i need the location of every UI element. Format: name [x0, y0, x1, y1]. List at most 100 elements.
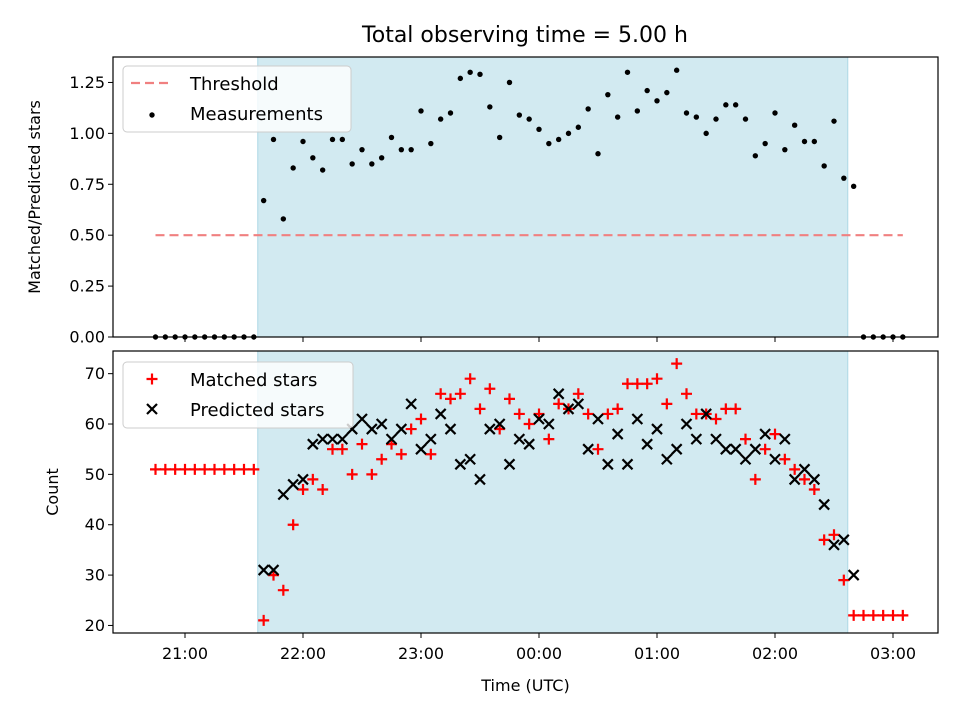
predicted-star-point: [700, 408, 712, 420]
predicted-star-point: [523, 438, 535, 450]
predicted-star-point: [425, 433, 437, 445]
measurement-point: [614, 114, 621, 120]
legend-measurements-label: Measurements: [190, 104, 323, 125]
matched-star-point: [877, 609, 889, 621]
matched-star-point: [228, 463, 240, 475]
measurement-point: [388, 134, 395, 141]
y-tick-label: 0.25: [69, 277, 105, 296]
predicted-star-point: [543, 418, 555, 430]
predicted-star-point: [257, 564, 270, 576]
measurement-point: [782, 146, 788, 153]
predicted-star-point: [808, 473, 821, 486]
matched-star-point: [356, 438, 368, 450]
predicted-star-point: [621, 458, 634, 471]
y-tick-label: 0.00: [69, 328, 105, 347]
measurement-point: [536, 126, 542, 132]
predicted-star-point: [828, 539, 840, 551]
y-axis-label-count: Count: [43, 468, 62, 516]
legend-matched-label: Matched stars: [190, 370, 317, 391]
predicted-star-point: [316, 433, 329, 445]
matched-star-point: [681, 388, 692, 400]
predicted-star-point: [749, 443, 762, 455]
x-tick-label: 21:00: [162, 644, 208, 663]
y-tick-label: 1.25: [69, 73, 105, 92]
matched-star-point: [238, 463, 250, 475]
measurement-point: [339, 136, 346, 143]
y-tick-label: 30: [85, 566, 105, 585]
measurement-point: [595, 151, 601, 157]
matched-star-point: [887, 609, 899, 621]
predicted-star-point: [513, 433, 526, 445]
measurement-point: [565, 130, 572, 137]
measurement-point: [378, 155, 385, 161]
predicted-star-point: [631, 413, 644, 425]
matched-star-point: [838, 574, 850, 586]
measurement-point: [703, 130, 709, 137]
measurement-point: [487, 104, 493, 110]
measurement-point: [329, 136, 336, 143]
predicted-star-point: [326, 433, 339, 445]
matched-star-point: [336, 443, 348, 455]
measurement-point: [555, 136, 562, 143]
matched-star-point: [415, 413, 427, 425]
measurement-point: [772, 110, 778, 116]
matched-star-point: [661, 398, 673, 410]
measurement-point: [791, 122, 798, 128]
matched-star-point: [327, 443, 338, 455]
matched-star-point: [307, 473, 319, 485]
measurement-point: [624, 69, 631, 75]
matched-star-point: [671, 358, 683, 370]
y-axis-label: Matched/Predicted stars: [25, 100, 44, 294]
measurement-point: [260, 197, 267, 204]
matched-star-point: [150, 463, 161, 475]
predicted-star-point: [641, 438, 653, 450]
measurement-point: [290, 165, 296, 171]
matched-star-point: [346, 468, 358, 480]
x-axis-label: Time (UTC): [480, 676, 569, 695]
predicted-star-point: [818, 498, 830, 511]
matched-star-point: [474, 403, 486, 415]
predicted-star-point: [503, 458, 516, 471]
chart-title: Total observing time = 5.00 h: [361, 23, 688, 48]
predicted-star-point: [690, 433, 703, 445]
matched-star-point: [789, 463, 801, 475]
matched-star-point: [287, 519, 299, 531]
predicted-star-point: [552, 388, 565, 400]
matched-star-point: [454, 388, 466, 400]
predicted-star-point: [277, 488, 290, 501]
predicted-star-point: [533, 413, 545, 425]
measurement-point: [359, 146, 365, 153]
measurement-point: [742, 116, 749, 122]
measurement-point: [732, 102, 739, 108]
predicted-star-point: [366, 423, 378, 435]
measurement-point: [546, 140, 552, 147]
matched-star-point: [622, 378, 633, 390]
y-tick-label: 50: [85, 465, 105, 484]
predicted-star-point: [307, 438, 319, 450]
predicted-star-point: [670, 443, 683, 455]
predicted-star-point: [375, 418, 388, 430]
legend-measurements-swatch: [149, 112, 155, 118]
predicted-star-point: [336, 433, 349, 445]
measurement-point: [516, 112, 523, 118]
matched-star-point: [248, 463, 260, 475]
predicted-star-point: [493, 418, 506, 430]
matched-star-point: [405, 423, 417, 435]
matched-star-point: [484, 383, 496, 395]
measurement-point: [693, 114, 700, 120]
top-panel: 0.00 0.25 0.50 0.75 1.00 1.25 Matched/Predicte…: [25, 56, 939, 347]
matched-star-point: [425, 448, 437, 460]
matched-star-point: [199, 463, 211, 475]
measurement-point: [428, 140, 434, 147]
matched-star-point: [710, 413, 722, 425]
matched-star-point: [317, 483, 329, 495]
measurement-point: [408, 146, 414, 153]
x-tick-label: 23:00: [398, 644, 444, 663]
matched-star-point: [523, 418, 535, 430]
legend-threshold-label: Threshold: [189, 74, 279, 95]
bottom-axes-frame: [112, 350, 939, 634]
matched-star-point: [897, 609, 909, 621]
matched-star-point: [799, 473, 810, 485]
matched-star-point: [376, 453, 388, 465]
